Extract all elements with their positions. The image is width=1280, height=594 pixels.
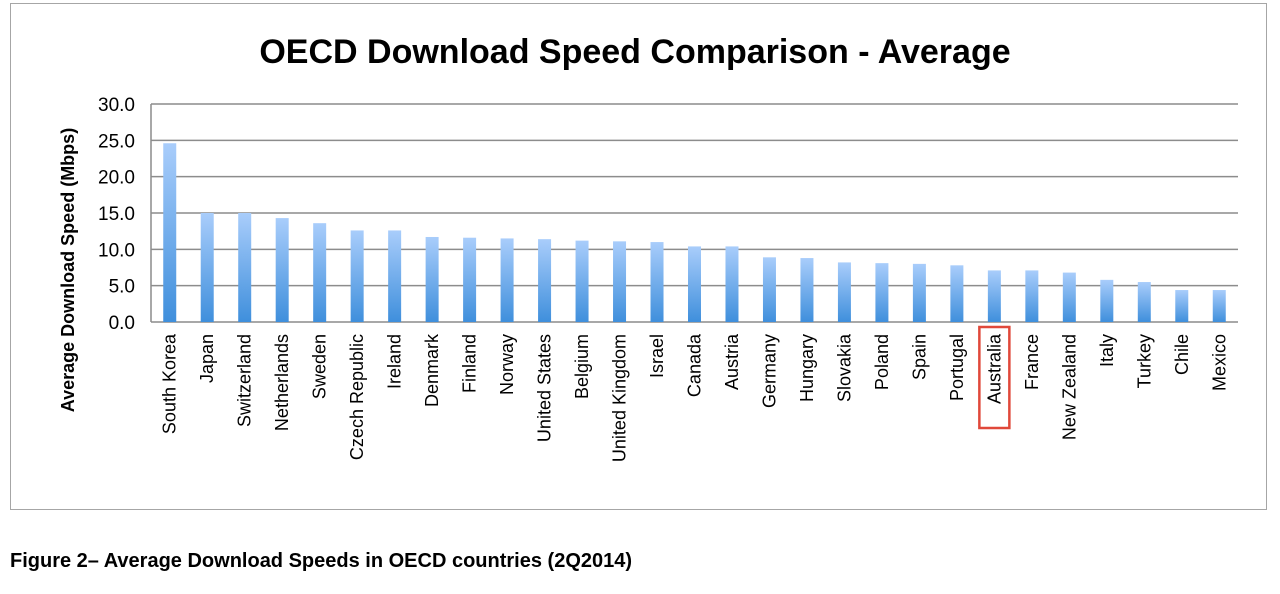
bar-slovakia [837, 262, 851, 322]
bar-new-zealand [1062, 272, 1076, 322]
y-tick-label: 5.0 [109, 277, 135, 298]
x-tick-label: Chile [1172, 334, 1192, 375]
x-tick-label: Switzerland [235, 334, 255, 427]
x-tick-label: United States [535, 334, 555, 442]
bar-chart: Average Download Speed (Mbps) 0.0 5.0 10.0… [58, 95, 1238, 462]
bar-italy [1100, 279, 1114, 322]
x-tick-label: Portugal [947, 334, 967, 401]
x-tick-label: France [1022, 334, 1042, 390]
x-tick-label: Norway [497, 334, 517, 395]
bar-czech-republic [350, 230, 364, 322]
bar-austria [725, 246, 739, 322]
bar-united-kingdom [613, 241, 627, 322]
x-tick-label: Israel [647, 334, 667, 378]
x-tick-label: South Korea [160, 333, 180, 434]
x-tick-label: Spain [909, 334, 929, 380]
bar-spain [912, 263, 926, 322]
bar-denmark [425, 236, 439, 322]
x-tick-label: Japan [197, 334, 217, 383]
y-tick-label: 20.0 [98, 168, 135, 189]
y-tick-label: 15.0 [98, 204, 135, 225]
bar-norway [500, 238, 514, 322]
y-tick-label: 10.0 [98, 240, 135, 261]
highlight-box [978, 325, 1011, 430]
bar-chile [1175, 290, 1189, 322]
x-tick-label: Denmark [422, 333, 442, 407]
bar-sweden [313, 223, 327, 322]
y-tick-label: 30.0 [98, 95, 135, 116]
bar-united-states [538, 239, 552, 322]
bar-south-korea [163, 143, 177, 322]
y-axis-label: Average Download Speed (Mbps) [58, 128, 78, 412]
bar-ireland [388, 230, 402, 322]
figure-caption: Figure 2– Average Download Speeds in OEC… [10, 550, 633, 572]
x-tick-label: Czech Republic [347, 334, 367, 460]
chart-title: OECD Download Speed Comparison - Average [259, 33, 1011, 71]
x-tick-label: Ireland [385, 334, 405, 389]
bar-mexico [1212, 290, 1226, 322]
x-tick-label: Belgium [572, 334, 592, 399]
bar-portugal [950, 265, 964, 322]
chart-frame [10, 3, 1267, 510]
x-tick-label: Italy [1097, 334, 1117, 367]
bar-switzerland [238, 213, 252, 322]
x-tick-label: Sweden [310, 334, 330, 399]
bar-poland [875, 263, 889, 322]
bar-belgium [575, 240, 589, 322]
x-tick-label: Slovakia [834, 333, 854, 402]
x-tick-label: Poland [872, 334, 892, 390]
x-tick-label: Australia [984, 333, 1004, 404]
bar-canada [688, 246, 701, 322]
x-tick-label: Germany [759, 334, 779, 408]
bar-netherlands [275, 218, 289, 322]
bar-finland [463, 237, 477, 322]
bar-turkey [1137, 282, 1151, 322]
x-tick-label: Turkey [1134, 334, 1154, 388]
y-tick-label: 0.0 [109, 313, 135, 334]
x-tick-label: Netherlands [272, 334, 292, 431]
x-tick-label: Austria [722, 333, 742, 390]
x-tick-label: Finland [460, 334, 480, 393]
bar-australia [987, 270, 1001, 322]
bar-israel [650, 242, 664, 322]
bar-france [1025, 270, 1039, 322]
x-tick-label: Canada [685, 333, 705, 397]
bar-germany [762, 257, 776, 322]
y-tick-label: 25.0 [98, 131, 135, 152]
x-tick-label: Hungary [797, 334, 817, 402]
bar-japan [200, 213, 214, 322]
bar-hungary [800, 258, 814, 322]
x-tick-label: New Zealand [1059, 334, 1079, 440]
x-tick-label: Mexico [1209, 334, 1229, 391]
x-tick-label: United Kingdom [610, 334, 630, 462]
